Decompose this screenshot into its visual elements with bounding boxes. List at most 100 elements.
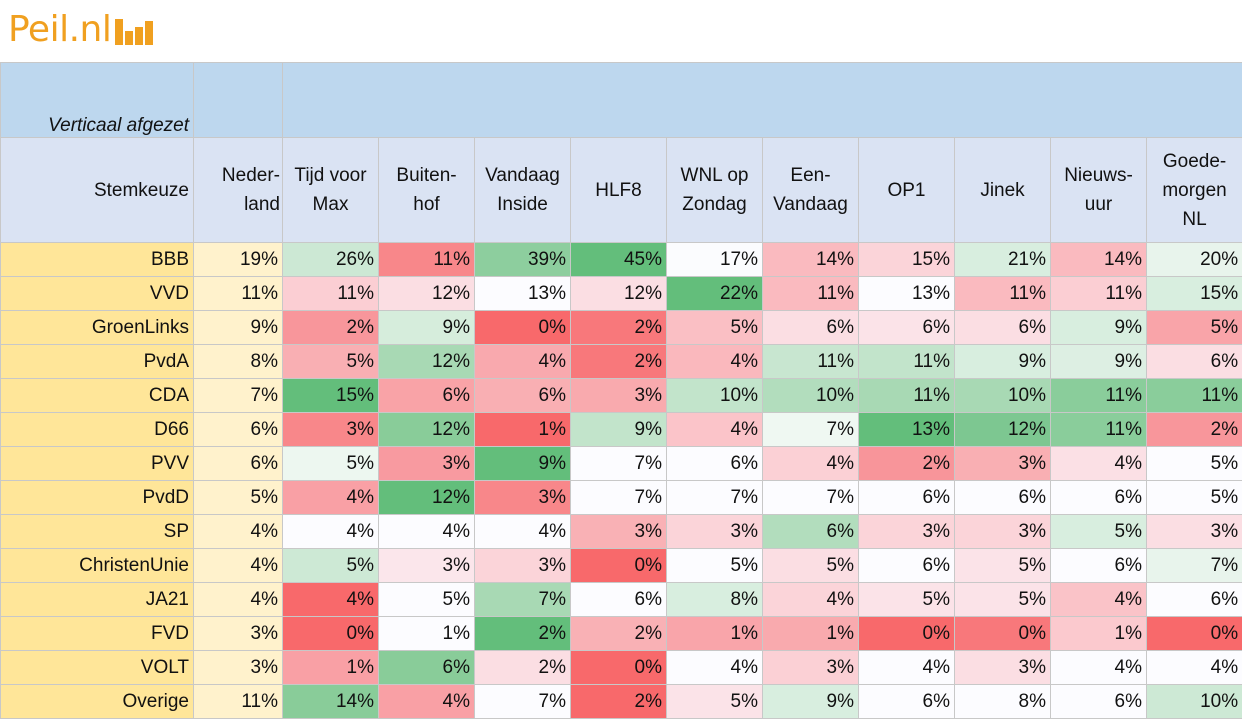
column-header-line: Goede-	[1163, 151, 1226, 172]
value-cell: 13%	[475, 277, 571, 311]
header-top-row: Verticaal afgezet	[1, 63, 1242, 138]
value-cell: 5%	[283, 447, 379, 481]
value-cell: 5%	[1147, 447, 1242, 481]
value-cell: 13%	[859, 413, 955, 447]
value-cell: 3%	[283, 413, 379, 447]
column-header: Nieuws-uur	[1051, 138, 1147, 243]
value-cell: 22%	[667, 277, 763, 311]
column-header-line: Nieuws-	[1064, 165, 1133, 186]
value-cell: 3%	[955, 515, 1051, 549]
value-cell: 5%	[667, 685, 763, 719]
value-cell: 15%	[283, 379, 379, 413]
value-cell: 9%	[763, 685, 859, 719]
value-cell: 5%	[667, 549, 763, 583]
value-cell: 11%	[283, 277, 379, 311]
value-cell: 3%	[955, 447, 1051, 481]
party-name: VVD	[1, 277, 194, 311]
value-cell: 7%	[763, 481, 859, 515]
value-cell: 4%	[283, 583, 379, 617]
value-cell: 6%	[955, 481, 1051, 515]
column-header: Jinek	[955, 138, 1051, 243]
value-cell: 13%	[859, 277, 955, 311]
party-name: SP	[1, 515, 194, 549]
value-cell: 7%	[1147, 549, 1242, 583]
value-cell: 3%	[571, 379, 667, 413]
value-cell: 6%	[379, 651, 475, 685]
value-cell: 5%	[1147, 311, 1242, 345]
column-header-line: Vandaag	[485, 165, 560, 186]
value-cell: 6%	[859, 685, 955, 719]
value-cell: 2%	[571, 311, 667, 345]
value-cell: 15%	[1147, 277, 1242, 311]
column-header-line: Max	[313, 194, 349, 215]
value-cell: 6%	[379, 379, 475, 413]
peil-logo: Peil.nl	[8, 6, 155, 50]
party-name: CDA	[1, 379, 194, 413]
national-value-cell: 11%	[194, 277, 283, 311]
value-cell: 4%	[379, 515, 475, 549]
column-header-line: hof	[413, 194, 439, 215]
value-cell: 0%	[571, 549, 667, 583]
value-cell: 11%	[859, 379, 955, 413]
value-cell: 14%	[763, 243, 859, 277]
value-cell: 6%	[1051, 685, 1147, 719]
header-spacer	[194, 63, 283, 138]
value-cell: 7%	[667, 481, 763, 515]
value-cell: 2%	[571, 345, 667, 379]
value-cell: 4%	[667, 413, 763, 447]
value-cell: 7%	[763, 413, 859, 447]
value-cell: 11%	[1147, 379, 1242, 413]
column-header-line: NL	[1182, 209, 1206, 230]
value-cell: 14%	[1051, 243, 1147, 277]
national-value-cell: 3%	[194, 617, 283, 651]
value-cell: 10%	[1147, 685, 1242, 719]
value-cell: 3%	[379, 447, 475, 481]
column-header-line: Buiten-	[396, 165, 456, 186]
value-cell: 4%	[1051, 447, 1147, 481]
value-cell: 4%	[379, 685, 475, 719]
value-cell: 4%	[283, 515, 379, 549]
national-value-cell: 9%	[194, 311, 283, 345]
value-cell: 6%	[763, 515, 859, 549]
column-header: Neder-land	[194, 138, 283, 243]
value-cell: 10%	[667, 379, 763, 413]
value-cell: 4%	[763, 447, 859, 481]
column-header-line: land	[244, 194, 280, 215]
value-cell: 2%	[571, 617, 667, 651]
column-header: Een-Vandaag	[763, 138, 859, 243]
value-cell: 6%	[859, 311, 955, 345]
value-cell: 4%	[667, 345, 763, 379]
value-cell: 3%	[667, 515, 763, 549]
value-cell: 7%	[571, 481, 667, 515]
value-cell: 9%	[1051, 311, 1147, 345]
national-value-cell: 6%	[194, 447, 283, 481]
value-cell: 0%	[955, 617, 1051, 651]
value-cell: 5%	[955, 583, 1051, 617]
value-cell: 4%	[475, 345, 571, 379]
value-cell: 2%	[571, 685, 667, 719]
value-cell: 3%	[955, 651, 1051, 685]
value-cell: 5%	[379, 583, 475, 617]
value-cell: 0%	[859, 617, 955, 651]
value-cell: 11%	[1051, 379, 1147, 413]
value-cell: 2%	[1147, 413, 1242, 447]
column-header-line: HLF8	[595, 180, 641, 201]
value-cell: 6%	[955, 311, 1051, 345]
value-cell: 9%	[475, 447, 571, 481]
value-cell: 10%	[763, 379, 859, 413]
value-cell: 4%	[763, 583, 859, 617]
value-cell: 9%	[379, 311, 475, 345]
party-name: PvdA	[1, 345, 194, 379]
value-cell: 12%	[379, 413, 475, 447]
national-value-cell: 4%	[194, 549, 283, 583]
